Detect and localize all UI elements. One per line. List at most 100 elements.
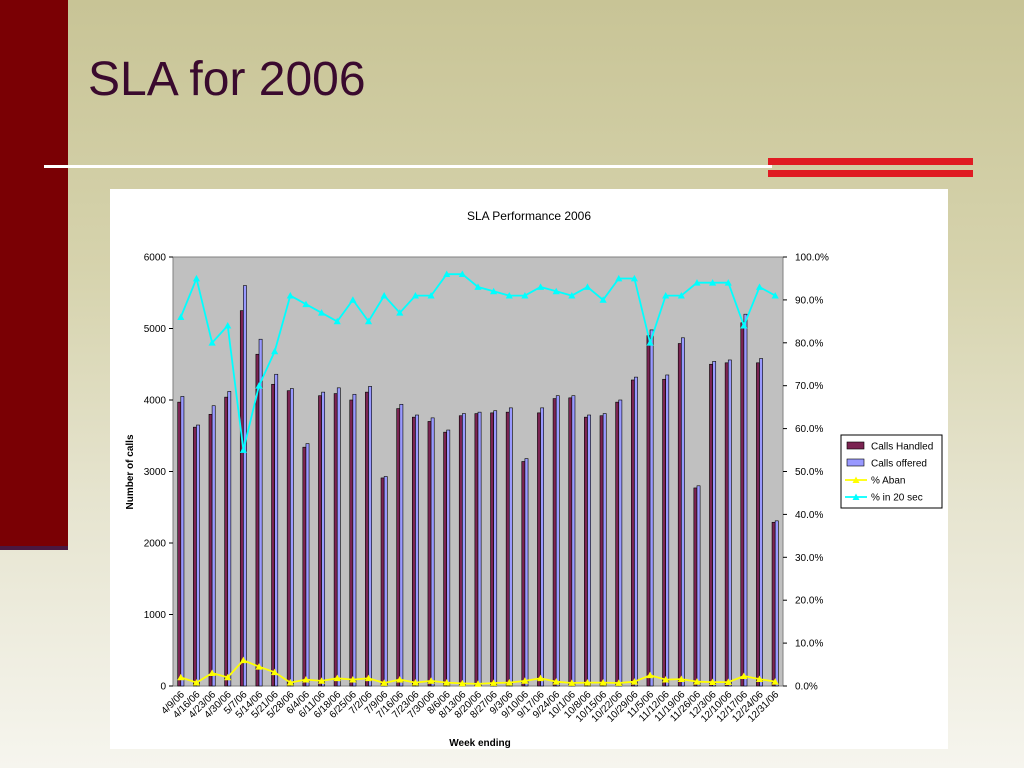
bar-calls-handled: [646, 335, 651, 687]
point-marker: [505, 678, 513, 686]
point-marker: [396, 309, 404, 316]
bar-calls-handled: [521, 461, 526, 687]
point-marker: [630, 678, 639, 685]
point-marker: [349, 296, 357, 303]
bar-calls-offered: [462, 413, 466, 687]
point-marker: [693, 678, 701, 685]
bar-calls-handled: [568, 397, 573, 687]
point-marker: [239, 446, 247, 453]
bar-calls-offered: [477, 411, 482, 687]
point-marker: [615, 274, 623, 282]
bar-calls-handled: [677, 343, 682, 687]
point-marker: [208, 669, 216, 677]
point-marker: [255, 663, 263, 670]
y2-tick-label: 0.0%: [795, 682, 818, 693]
point-marker: [224, 322, 232, 329]
bar-calls-offered: [211, 405, 216, 687]
bar-calls-handled: [380, 477, 385, 687]
bar-calls-offered: [415, 414, 419, 687]
bar-calls-offered: [243, 285, 247, 687]
point-marker: [724, 279, 732, 286]
point-marker: [349, 675, 357, 683]
y2-tick-label: 60.0%: [795, 424, 823, 435]
title-divider: [44, 165, 772, 168]
bar-calls-handled: [458, 415, 463, 687]
plot-area: 0 1000 2000 3000 4000 5000 6000 0.0% 10.0% 20.0% 3…: [144, 253, 829, 725]
point-marker: [771, 292, 779, 299]
point-marker: [490, 287, 498, 295]
bar-calls-handled: [740, 322, 745, 687]
point-marker: [630, 274, 639, 282]
bar-calls-handled: [286, 390, 291, 687]
bar-calls-offered: [618, 399, 623, 687]
y-tick-label: 2000: [144, 539, 167, 550]
point-marker: [364, 674, 373, 682]
point-marker: [364, 317, 373, 325]
y-axis-label: Number of calls: [125, 434, 136, 509]
bar-calls-handled: [333, 393, 338, 687]
point-marker: [568, 292, 576, 299]
x-axis-label: Week ending: [449, 738, 511, 749]
bar-calls-handled: [412, 416, 416, 687]
bar-calls-handled: [662, 378, 666, 687]
bar-calls-offered: [727, 359, 732, 687]
chart-panel: SLA Performance 2006 0 1000 2000 3000 4000 50…: [110, 189, 948, 749]
point-marker: [208, 339, 216, 346]
point-marker: [271, 668, 279, 676]
bar-calls-handled: [255, 353, 260, 687]
point-marker: [286, 292, 294, 299]
point-marker: [255, 382, 263, 389]
legend-marker: [852, 476, 860, 483]
y2-tick-label: 80.0%: [795, 338, 823, 349]
y2-tick-label: 100.0%: [795, 253, 829, 264]
point-marker: [302, 300, 310, 308]
legend-label: Calls Handled: [871, 442, 933, 453]
point-marker: [521, 677, 529, 684]
point-marker: [552, 678, 560, 685]
point-marker: [615, 679, 623, 686]
legend-label: % in 20 sec: [871, 493, 923, 504]
point-marker: [317, 309, 326, 316]
point-marker: [646, 671, 654, 679]
y-tick-label: 5000: [144, 324, 167, 335]
point-marker: [771, 678, 779, 685]
legend-label: Calls offered: [871, 459, 927, 470]
bar-calls-handled: [224, 396, 229, 687]
bar-calls-handled: [271, 383, 275, 687]
y-tick-label: 4000: [144, 396, 167, 407]
point-marker: [474, 680, 482, 687]
legend-swatch: [846, 441, 865, 450]
bar-calls-handled: [599, 415, 604, 687]
bar-calls-handled: [302, 446, 307, 687]
bar-calls-handled: [193, 426, 197, 687]
point-marker: [693, 279, 701, 286]
bar-calls-handled: [443, 431, 448, 687]
point-marker: [427, 677, 435, 684]
point-marker: [552, 287, 560, 295]
sla-performance-chart: SLA Performance 2006 0 1000 2000 3000 4000 50…: [125, 209, 943, 749]
y-tick-label: 6000: [144, 253, 167, 264]
point-marker: [536, 283, 545, 290]
bar-calls-offered: [368, 386, 372, 687]
bar-calls-offered: [180, 396, 185, 687]
point-marker: [427, 292, 435, 299]
point-marker: [396, 675, 404, 683]
point-marker: [192, 678, 201, 686]
point-marker: [239, 656, 247, 664]
point-marker: [443, 270, 451, 278]
point-marker: [505, 292, 513, 299]
point-marker: [724, 678, 732, 686]
point-marker: [583, 678, 592, 686]
point-marker: [599, 678, 607, 686]
point-marker: [224, 673, 232, 681]
bar-calls-handled: [474, 413, 479, 687]
bar-calls-offered: [571, 395, 576, 687]
bar-calls-offered: [774, 520, 779, 687]
bar-calls-handled: [177, 401, 182, 687]
bar-calls-offered: [743, 313, 748, 687]
bar-calls-offered: [540, 407, 544, 687]
red-accent-bar-top: [768, 158, 973, 165]
legend-marker: [852, 493, 860, 500]
bar-calls-handled: [505, 411, 510, 687]
point-marker: [583, 283, 592, 290]
